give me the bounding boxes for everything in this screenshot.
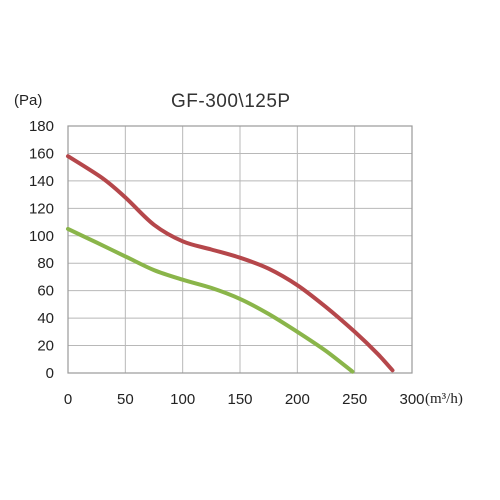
x-tick-label: 150 [227,391,252,408]
y-tick-label: 180 [29,118,54,135]
y-axis-ticks: 0 20 40 60 80 100 120 140 160 180 [29,118,54,382]
x-tick-label: 250 [342,391,367,408]
chart-title: GF-300\125P [171,91,291,112]
grid [68,126,412,373]
x-tick-label: 200 [285,391,310,408]
y-tick-label: 140 [29,173,54,190]
y-tick-label: 100 [29,228,54,245]
x-tick-label: 300 [399,391,424,408]
y-tick-label: 120 [29,200,54,217]
x-tick-label: 0 [64,391,72,408]
series-line-1 [66,154,395,373]
y-axis-unit-label: (Pa) [14,92,42,109]
series-line-2 [66,226,355,374]
x-tick-label: 50 [117,391,134,408]
x-tick-label: 100 [170,391,195,408]
x-axis-unit-label: (m³/h) [425,391,463,407]
y-tick-label: 80 [37,255,54,272]
y-tick-label: 40 [37,310,54,327]
y-tick-label: 0 [46,365,54,382]
x-axis-ticks: 0 50 100 150 200 250 300 [64,391,425,408]
series-group [66,154,395,374]
plot-area [67,125,413,374]
y-tick-label: 60 [37,283,54,300]
y-tick-label: 20 [37,338,54,355]
y-tick-label: 160 [29,145,54,162]
